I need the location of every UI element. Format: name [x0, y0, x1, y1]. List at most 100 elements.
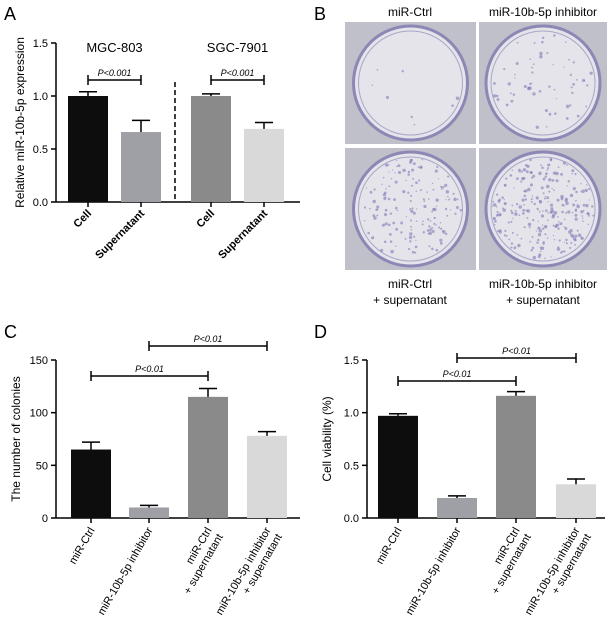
colony-dot: [409, 158, 413, 162]
panel-letter-a: A: [4, 4, 16, 24]
colony-dot: [369, 207, 371, 210]
colony-dot: [559, 222, 563, 226]
colony-dot: [544, 209, 548, 212]
colony-dot: [541, 210, 544, 212]
colony-dot: [419, 189, 422, 192]
colony-dot: [567, 210, 571, 214]
colony-dot: [585, 105, 587, 108]
panel-letter-c: C: [4, 322, 17, 342]
x-tick-label: miR-Ctrl: [67, 526, 98, 567]
colony-dot: [505, 103, 509, 107]
colony-dot: [387, 164, 390, 166]
colony-dot: [383, 240, 387, 244]
colony-dot: [410, 209, 414, 214]
colony-dot: [531, 236, 534, 238]
colony-dot: [541, 224, 544, 226]
colony-dot: [544, 108, 548, 113]
significance-label: P<0.01: [135, 364, 164, 374]
colony-dot: [560, 251, 563, 254]
colony-dot: [444, 207, 448, 211]
colony-dot: [396, 209, 399, 212]
colony-dot: [548, 178, 552, 182]
colony-dot: [422, 231, 425, 234]
colony-dot: [537, 208, 539, 211]
colony-dot: [501, 196, 504, 199]
colony-dot: [588, 214, 590, 217]
colony-dot: [432, 182, 434, 185]
colony-dot: [495, 94, 499, 98]
colony-dot: [423, 200, 426, 203]
colony-dot: [529, 170, 533, 174]
colony-dot: [417, 166, 420, 169]
colony-dot: [545, 184, 550, 189]
colony-dot: [544, 195, 546, 198]
colony-dot: [574, 213, 578, 217]
colony-dot: [394, 206, 398, 210]
colony-dot: [564, 199, 568, 203]
y-tick-label: 0.0: [33, 197, 48, 209]
colony-dot: [540, 214, 545, 218]
dish-rim: [490, 30, 596, 136]
colony-dot: [553, 210, 558, 215]
colony-dot: [412, 177, 415, 180]
bar: [121, 132, 161, 202]
colony-dot: [412, 162, 416, 166]
colony-dot: [402, 189, 406, 194]
colony-dot: [503, 67, 506, 71]
colony-dot: [523, 84, 527, 89]
colony-dot: [550, 158, 553, 161]
colony-dot: [562, 161, 566, 165]
colony-dot: [448, 198, 451, 201]
x-tick-label-line: miR-Ctrl: [67, 526, 98, 567]
colony-dot: [402, 168, 406, 173]
colony-dot: [565, 201, 569, 206]
colony-dot: [421, 158, 424, 161]
colony-dot: [496, 210, 499, 214]
y-tick-label: 150: [30, 355, 48, 367]
colony-dot: [529, 240, 532, 243]
colony-dot: [492, 200, 495, 203]
colony-dot: [433, 222, 436, 225]
colony-dot: [526, 216, 529, 219]
colony-dot: [507, 221, 510, 224]
dish-rim: [358, 30, 463, 136]
colony-dot: [371, 236, 374, 240]
colony-dot: [552, 213, 556, 217]
colony-dot: [547, 212, 549, 214]
colony-dot: [565, 242, 568, 245]
y-tick-label: 0.5: [344, 460, 359, 472]
colony-dot: [556, 247, 561, 251]
x-tick-label: miR-Ctrl: [374, 526, 405, 567]
x-tick-label: miR-10b-5p inhibitor+ supernatant: [523, 525, 594, 623]
colony-dot: [539, 54, 543, 59]
colony-dot: [405, 179, 407, 182]
group-label: MGC-803: [86, 40, 142, 55]
colony-dot: [552, 224, 555, 227]
colony-dot: [446, 214, 449, 217]
colony-dot: [537, 226, 541, 230]
colony-dot: [527, 222, 532, 227]
colony-dot: [576, 79, 578, 81]
x-tick-label: miR-Ctrl+ supernatant: [170, 526, 225, 597]
bar: [496, 395, 536, 518]
colony-dot: [415, 220, 418, 222]
colony-dot: [515, 202, 519, 206]
colony-dot: [560, 197, 564, 201]
colony-dot: [382, 176, 385, 179]
colony-dot: [520, 237, 523, 240]
colony-dot: [389, 240, 393, 243]
colony-dot: [530, 176, 534, 179]
colony-dot: [410, 225, 413, 228]
colony-dot: [586, 84, 589, 87]
colony-dot: [436, 165, 439, 169]
colony-dot: [512, 217, 514, 220]
colony-dot: [527, 187, 531, 192]
colony-dot: [533, 202, 536, 206]
colony-dot: [541, 166, 544, 170]
colony-dot: [538, 210, 541, 213]
colony-dot: [588, 188, 591, 191]
colony-dot: [511, 231, 514, 234]
colony-dot: [524, 189, 528, 193]
colony-dot: [435, 224, 437, 226]
colony-dot: [434, 169, 438, 173]
